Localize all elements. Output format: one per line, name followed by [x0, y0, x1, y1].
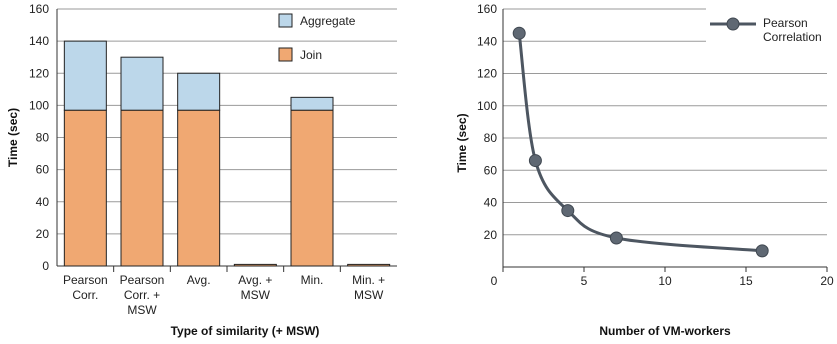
legend-background	[706, 6, 830, 50]
legend-label: Pearson	[763, 16, 808, 30]
y-tick-label: 0	[42, 259, 49, 273]
x-tick-label: Corr.	[72, 288, 98, 302]
bar-join	[63, 109, 107, 267]
x-tick-label: Corr. +	[124, 288, 160, 302]
data-point	[528, 154, 542, 168]
y-tick-label: 60	[484, 163, 498, 177]
x-tick-label: Avg.	[187, 273, 211, 287]
bar-aggregate	[290, 96, 334, 111]
y-tick-label: 80	[36, 131, 50, 145]
y-tick-label: 40	[484, 196, 498, 210]
bar-aggregate	[63, 40, 107, 111]
y-tick-label: 160	[29, 2, 49, 16]
y-tick-label: 40	[36, 195, 50, 209]
bar-join	[120, 109, 164, 267]
y-tick-label: 20	[484, 228, 498, 242]
stacked-bar-chart: 020406080100120140160PearsonCorr.Pearson…	[6, 2, 397, 338]
x-tick-label: 20	[820, 274, 834, 288]
bar-join	[347, 263, 391, 267]
legend-swatch	[278, 47, 293, 62]
x-tick-label: Avg. +	[238, 273, 272, 287]
legend-label: Aggregate	[300, 14, 356, 28]
x-tick-label: 0	[491, 274, 498, 288]
y-tick-label: 100	[29, 98, 49, 112]
bar-join	[233, 263, 277, 267]
line-chart: 20 40 60 80 100 120 140 160 0 5 10 15 20 Number of VM…	[455, 2, 834, 338]
y-tick-label: 100	[477, 99, 497, 113]
x-tick-label: Pearson	[63, 273, 108, 287]
y-tick-label: 120	[29, 66, 49, 80]
x-tick-label: MSW	[241, 288, 271, 302]
y-tick-label: 160	[477, 2, 497, 16]
x-tick-label: 5	[581, 274, 588, 288]
x-tick-label: Min.	[301, 273, 324, 287]
x-axis-title: Type of similarity (+ MSW)	[171, 324, 320, 338]
y-tick-label: 140	[29, 34, 49, 48]
x-tick-label: Min. +	[352, 273, 385, 287]
bar-aggregate	[120, 56, 164, 111]
y-tick-label: 80	[484, 131, 498, 145]
y-axis-title: Time (sec)	[6, 108, 20, 167]
bar-join	[290, 109, 334, 267]
x-axis-title: Number of VM-workers	[599, 324, 731, 338]
data-point	[561, 204, 575, 218]
x-tick-label: 15	[739, 274, 753, 288]
legend-swatch	[278, 13, 293, 28]
y-tick-label: 120	[477, 67, 497, 81]
x-tick-label: MSW	[354, 288, 384, 302]
x-tick-label: Pearson	[120, 273, 165, 287]
data-point	[609, 231, 623, 245]
y-tick-label: 140	[477, 34, 497, 48]
y-axis-title: Time (sec)	[455, 113, 469, 172]
y-tick-label: 20	[36, 227, 50, 241]
legend-label: Correlation	[763, 30, 822, 44]
legend-label: Join	[300, 48, 322, 62]
series-line	[517, 32, 763, 253]
x-tick-label: 10	[658, 274, 672, 288]
data-point	[755, 244, 769, 258]
y-tick-label: 60	[36, 163, 50, 177]
data-point	[512, 26, 526, 40]
legend-marker	[726, 17, 740, 31]
bar-aggregate	[177, 72, 221, 111]
bar-join	[177, 109, 221, 267]
x-tick-label: MSW	[127, 303, 157, 317]
